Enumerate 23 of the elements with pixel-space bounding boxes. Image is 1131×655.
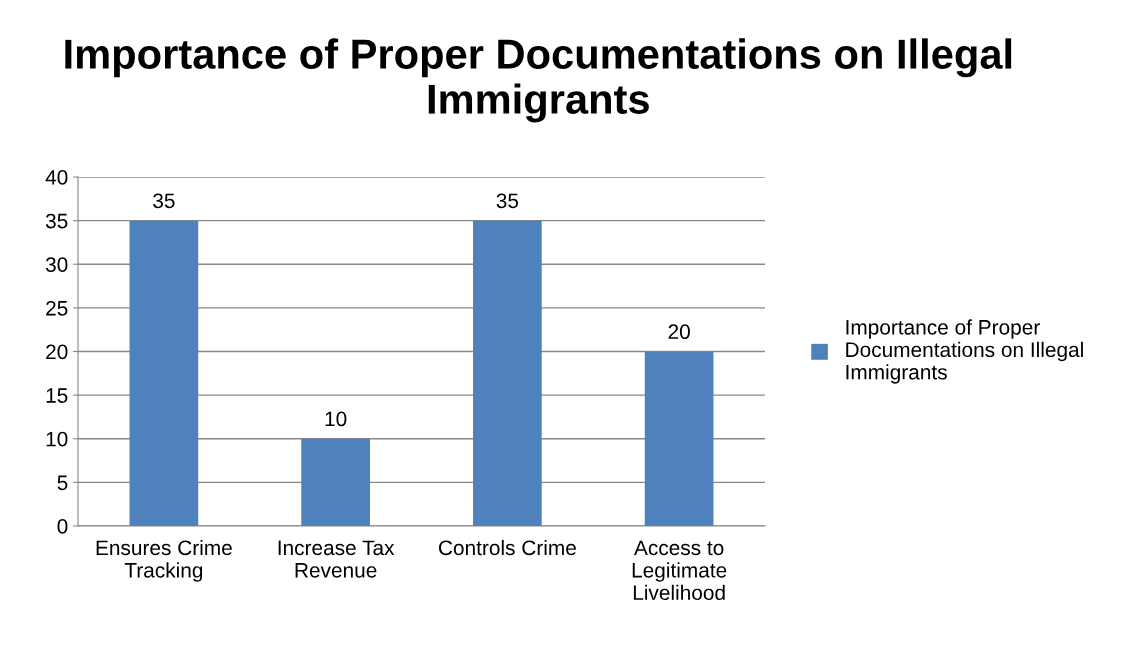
y-tick-label: 40 [45,170,68,185]
bar [301,438,370,526]
y-tick-label: 0 [57,519,68,534]
data-label: 35 [496,193,519,209]
data-label: 10 [325,411,347,427]
x-tick-label: Increase Tax Revenue [278,540,395,578]
y-tick-label: 10 [46,431,68,447]
y-tick-label: 30 [45,257,68,272]
data-label: 35 [153,193,175,209]
y-tick-label: 15 [46,388,68,403]
x-tick-label: Ensures Crime Tracking [96,539,232,582]
legend-label: Importance of Proper Documentations on Illegal Immigrants [846,319,1083,384]
y-tick-label: 20 [46,344,68,360]
bar [473,220,542,526]
y-tick-label: 5 [57,475,68,491]
x-tick-label: Access to Legitimate Livelihood [632,540,727,601]
y-tick-label: 35 [45,213,68,229]
chart-title: Importance of Proper Documentations on Illegal Immigrants [65,38,1012,123]
bar [129,220,199,526]
data-label: 20 [668,324,690,340]
bar [644,351,714,526]
x-tick-label: Controls Crime [438,539,576,556]
y-tick-label: 25 [46,300,68,316]
